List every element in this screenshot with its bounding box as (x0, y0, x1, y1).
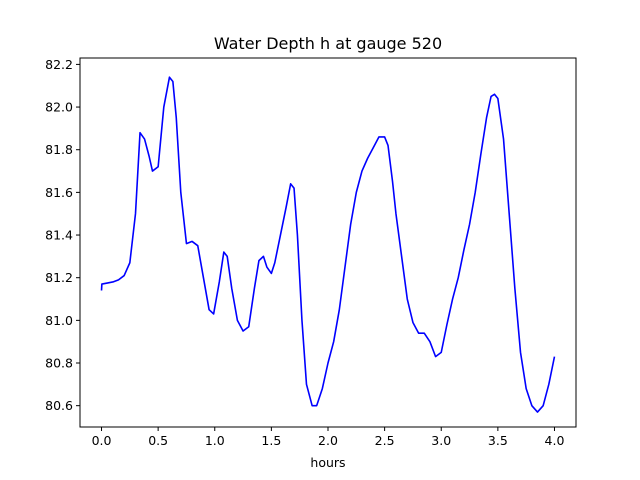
y-tick-label: 82.0 (45, 100, 73, 115)
x-tick-label: 0.0 (92, 433, 112, 448)
x-tick-label: 0.5 (148, 433, 168, 448)
y-tick-label: 81.0 (45, 313, 73, 328)
y-tick-label: 81.4 (45, 228, 73, 243)
y-axis: 80.6 80.8 81.0 81.2 81.4 81.6 81.8 82.0 82.2 (45, 57, 80, 413)
chart-title: Water Depth h at gauge 520 (214, 34, 442, 53)
series-line-0 (100, 76, 556, 413)
x-tick-label: 2.0 (318, 433, 338, 448)
x-tick-label: 3.5 (488, 433, 508, 448)
y-tick-label: 81.6 (45, 185, 73, 200)
y-tick-label: 82.2 (45, 57, 73, 72)
x-tick-label: 3.0 (431, 433, 451, 448)
x-tick-label: 1.5 (261, 433, 281, 448)
x-axis: 0.0 0.5 1.0 1.5 2.0 2.5 3.0 3.5 4.0 (92, 427, 565, 448)
x-tick-label: 4.0 (545, 433, 565, 448)
y-tick-label: 80.8 (45, 356, 73, 371)
y-tick-label: 80.6 (45, 398, 73, 413)
x-axis-label: hours (310, 455, 345, 470)
x-tick-label: 1.0 (205, 433, 225, 448)
x-tick-label: 2.5 (375, 433, 395, 448)
y-tick-label: 81.2 (45, 270, 73, 285)
y-tick-label: 81.8 (45, 142, 73, 157)
